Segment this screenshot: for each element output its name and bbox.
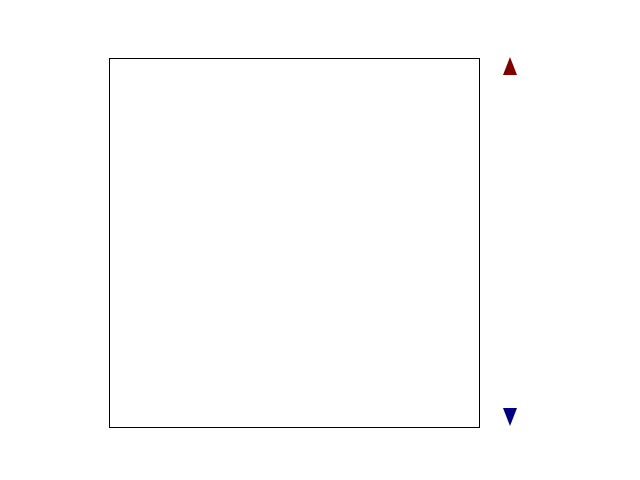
heatmap-axes (109, 58, 480, 428)
colorbar-over-arrow (503, 57, 517, 75)
colorbar (503, 75, 518, 408)
colorbar-gradient (503, 75, 518, 408)
heatmap-image (110, 59, 479, 427)
colorbar-under-arrow (503, 408, 517, 426)
